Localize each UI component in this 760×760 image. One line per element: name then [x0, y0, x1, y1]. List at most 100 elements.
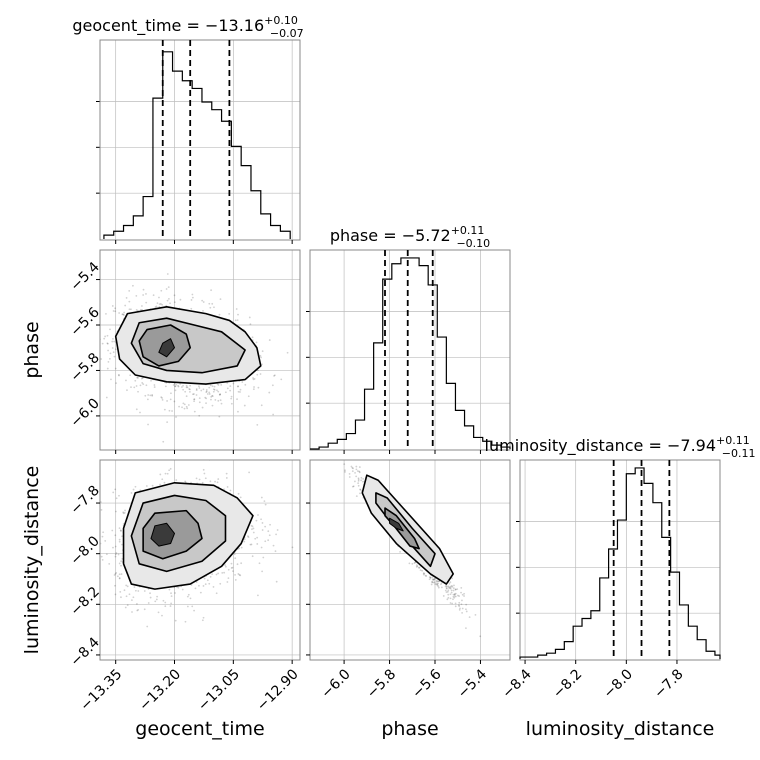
sample-point: [238, 573, 241, 576]
y-tick-label: −5.6: [67, 304, 102, 339]
sample-point: [219, 298, 222, 301]
sample-point: [177, 586, 180, 589]
sample-point: [128, 300, 131, 303]
sample-point: [112, 351, 115, 354]
sample-point: [237, 492, 240, 495]
sample-point: [435, 583, 438, 585]
sample-point: [124, 509, 126, 512]
sample-point: [273, 375, 275, 377]
sample-point: [450, 584, 453, 587]
sample-point: [204, 583, 207, 586]
sample-point: [120, 596, 122, 599]
sample-point: [276, 529, 279, 531]
sample-point: [358, 466, 361, 468]
x-tick-label: −12.90: [254, 666, 302, 714]
sample-point: [133, 386, 136, 389]
sample-point: [247, 536, 250, 539]
sample-point: [413, 562, 416, 565]
sample-point: [355, 475, 358, 478]
sample-point: [124, 606, 127, 609]
sample-point: [252, 377, 254, 379]
sample-point: [126, 585, 129, 588]
contour-level-4: [158, 338, 176, 358]
sample-point: [189, 388, 191, 391]
sample-point: [173, 301, 176, 304]
y-tick-label: −8.2: [67, 584, 102, 619]
sample-point: [208, 393, 211, 395]
sample-point: [450, 591, 453, 594]
sample-point: [217, 390, 220, 393]
sample-point: [192, 393, 194, 396]
sample-point: [106, 342, 109, 345]
sample-point: [357, 479, 360, 482]
sample-point: [120, 560, 123, 563]
sample-point: [193, 393, 195, 395]
sample-point: [424, 574, 427, 577]
sample-point: [260, 363, 263, 366]
sample-point: [244, 383, 247, 386]
sample-point: [267, 530, 270, 533]
sample-point: [261, 529, 264, 531]
sample-point: [237, 573, 240, 575]
sample-point: [239, 391, 241, 393]
sample-point: [262, 556, 265, 559]
sample-point: [134, 379, 137, 382]
sample-point: [198, 387, 201, 389]
sample-point: [237, 313, 239, 316]
sample-point: [106, 367, 109, 370]
sample-point: [434, 577, 436, 580]
sample-point: [250, 543, 253, 546]
panel-frame: [99, 459, 301, 661]
sample-point: [243, 540, 246, 543]
sample-point: [158, 296, 160, 299]
sample-point: [140, 377, 143, 380]
histogram-geocent-time: [103, 51, 291, 239]
sample-point: [446, 585, 448, 588]
sample-point: [181, 386, 183, 388]
sample-point: [274, 550, 277, 553]
sample-point: [162, 599, 165, 602]
sample-point: [352, 467, 354, 470]
sample-point: [153, 384, 156, 386]
sample-point: [431, 580, 434, 583]
sample-point: [100, 555, 103, 558]
sample-point: [111, 340, 114, 343]
sample-point: [167, 286, 170, 289]
x-tick-label: −6.0: [318, 666, 353, 701]
sample-point: [208, 391, 211, 394]
sample-point: [143, 608, 146, 611]
sample-point: [256, 373, 259, 376]
scatter-geocent-time-vs-luminosity-distance: [100, 460, 294, 628]
sample-point: [173, 294, 176, 297]
sample-point: [130, 308, 132, 311]
sample-point: [214, 480, 216, 483]
sample-point: [272, 413, 275, 416]
sample-point: [106, 342, 109, 345]
sample-point: [106, 334, 109, 337]
sample-point: [257, 514, 259, 516]
sample-point: [454, 595, 457, 598]
sample-point: [142, 288, 145, 291]
sample-point: [232, 570, 234, 573]
panel-frame: [99, 39, 301, 241]
sample-point: [273, 374, 276, 377]
sample-point: [185, 395, 188, 398]
sample-point: [182, 384, 184, 387]
sample-point: [104, 540, 107, 542]
y-tick-label: −8.0: [67, 533, 102, 568]
sample-point: [193, 398, 196, 401]
sample-point: [431, 576, 434, 578]
x-axis-label-geocent-time: geocent_time: [135, 718, 264, 740]
sample-point: [354, 471, 356, 474]
sample-point: [428, 576, 431, 578]
sample-point: [105, 553, 108, 556]
sample-point: [133, 586, 136, 589]
sample-point: [260, 356, 262, 359]
sample-point: [451, 577, 453, 580]
sample-point: [226, 581, 229, 583]
sample-point: [460, 591, 462, 594]
sample-point: [181, 588, 184, 591]
x-tick-label: −5.6: [409, 666, 444, 701]
sample-point: [445, 587, 448, 589]
sample-point: [81, 304, 83, 306]
